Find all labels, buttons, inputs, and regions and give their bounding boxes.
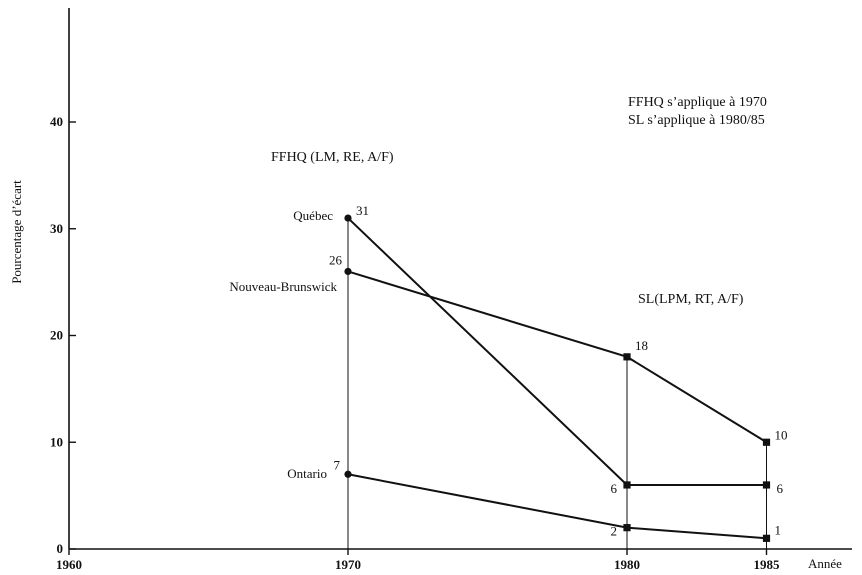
- value-labels: 31 6 6 26 18 10 7 2 1: [329, 203, 788, 539]
- x-axis-title: Année: [808, 556, 842, 571]
- y-tick-label: 40: [50, 114, 63, 129]
- y-tick-label: 10: [50, 434, 63, 449]
- data-label: 7: [334, 457, 341, 472]
- data-label: 26: [329, 252, 343, 267]
- data-point: [623, 481, 631, 489]
- series-line: [347, 217, 767, 486]
- sl-group-label: SL(LPM, RT, A/F): [638, 292, 744, 307]
- data-label: 10: [775, 427, 788, 442]
- data-point: [762, 534, 771, 542]
- x-tick-label: 1980: [614, 557, 640, 572]
- x-tick-label: 1985: [754, 557, 781, 572]
- series-label-nouveau-brunswick: Nouveau-Brunswick: [229, 279, 337, 294]
- data-point: [344, 214, 352, 222]
- data-label: 18: [635, 338, 648, 353]
- drop-lines: [347, 218, 767, 549]
- series-line: [347, 473, 767, 540]
- data-point: [762, 438, 771, 446]
- data-point: [623, 353, 631, 361]
- data-label: 2: [611, 524, 618, 539]
- y-tick-label: 20: [50, 328, 63, 343]
- data-label: 6: [611, 481, 618, 496]
- data-point: [344, 470, 352, 478]
- axes: [68, 8, 852, 550]
- x-tick-label: 1970: [335, 557, 361, 572]
- series-lines: [347, 217, 768, 540]
- y-tick-label: 30: [50, 221, 63, 236]
- applicability-note-line2: SL s’applique à 1980/85: [628, 113, 765, 128]
- data-label: 6: [777, 481, 784, 496]
- y-axis-title: Pourcentage d’écart: [9, 180, 24, 284]
- data-point: [623, 524, 631, 532]
- x-tick-label: 1960: [56, 557, 82, 572]
- applicability-note-line1: FFHQ s’applique à 1970: [628, 95, 767, 110]
- data-point: [344, 267, 352, 276]
- series-label-ontario: Ontario: [287, 466, 327, 481]
- y-tick-label: 0: [57, 541, 64, 556]
- data-point: [762, 481, 771, 489]
- y-ticks: 0 10 20 30 40: [50, 114, 76, 556]
- x-ticks: 1960 1970 1980 1985: [56, 549, 780, 572]
- series-label-quebec: Québec: [293, 208, 333, 223]
- data-markers: [344, 214, 771, 542]
- data-label: 31: [356, 203, 369, 218]
- ffhq-group-label: FFHQ (LM, RE, A/F): [271, 150, 394, 165]
- data-label: 1: [775, 522, 782, 537]
